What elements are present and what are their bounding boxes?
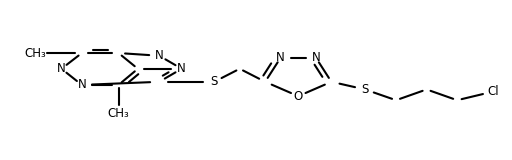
Text: S: S xyxy=(210,75,218,88)
Text: N: N xyxy=(312,52,321,64)
Text: CH₃: CH₃ xyxy=(108,107,130,120)
Text: Cl: Cl xyxy=(487,85,499,98)
Text: N: N xyxy=(177,62,186,75)
Text: CH₃: CH₃ xyxy=(25,47,46,60)
Text: N: N xyxy=(155,49,164,62)
Text: N: N xyxy=(276,52,285,64)
Text: O: O xyxy=(294,90,303,103)
Text: S: S xyxy=(361,83,369,96)
Text: N: N xyxy=(57,62,66,75)
Text: N: N xyxy=(77,78,86,92)
